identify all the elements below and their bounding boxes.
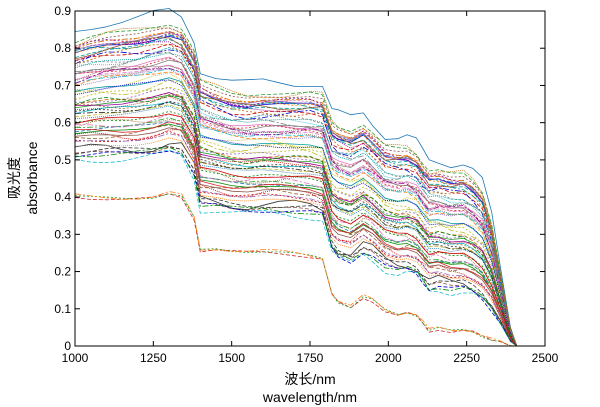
spectrum-line	[74, 127, 518, 347]
spectrum-line	[74, 35, 518, 347]
spectrum-line	[74, 96, 518, 347]
y-tick-label: 0.5	[54, 153, 71, 167]
spectrum-line	[74, 8, 518, 347]
spectrum-line	[74, 34, 518, 347]
spectrum-line	[74, 71, 518, 347]
spectrum-line	[74, 86, 518, 347]
spectrum-line	[74, 33, 518, 347]
spectrum-line	[74, 105, 518, 347]
y-axis-title-english: absorbance	[24, 141, 40, 214]
y-tick-label: 0.7	[54, 78, 71, 92]
x-axis-title-english: wavelength/nm	[262, 389, 357, 405]
spectrum-line	[74, 27, 518, 347]
spectrum-line	[74, 30, 518, 347]
spectrum-line	[74, 64, 518, 347]
y-axis: 0 0.1 0.2 0.3 0.4 0.5 0.6 0.7 0.8 0.9	[54, 4, 545, 353]
spectrum-line	[74, 146, 518, 347]
spectrum-line	[74, 92, 518, 347]
spectrum-line	[74, 79, 518, 347]
spectrum-line	[74, 31, 518, 347]
spectra-lines	[74, 8, 518, 347]
spectrum-line	[74, 64, 518, 347]
spectrum-line	[74, 65, 518, 347]
y-tick-label: 0.9	[54, 4, 71, 18]
spectrum-line	[74, 47, 518, 347]
y-tick-label: 0.2	[54, 265, 71, 279]
spectrum-line	[74, 44, 518, 347]
spectrum-line	[74, 101, 518, 347]
x-tick-label: 2250	[453, 351, 480, 365]
spectrum-line	[74, 149, 518, 347]
spectrum-line	[74, 67, 518, 347]
spectrum-line	[74, 77, 518, 347]
x-axis: 1000 1250 1500 1750 2000 2250 2500	[62, 11, 559, 365]
spectrum-line	[74, 56, 518, 347]
spectrum-line	[74, 37, 518, 347]
spectrum-line	[74, 193, 517, 347]
spectrum-line	[74, 47, 518, 347]
spectrum-line	[74, 79, 518, 347]
spectrum-line	[74, 72, 518, 347]
spectrum-line	[74, 32, 518, 347]
x-tick-label: 1000	[62, 351, 89, 365]
spectrum-line	[74, 111, 518, 347]
x-tick-label: 2000	[375, 351, 402, 365]
spectrum-line	[74, 94, 518, 347]
spectrum-line	[74, 104, 518, 347]
spectrum-line	[74, 142, 518, 347]
spectrum-line	[74, 113, 518, 347]
x-axis-title-chinese: 波长/nm	[284, 371, 335, 387]
spectrum-line	[74, 191, 517, 347]
spectrum-line	[74, 124, 518, 347]
spectrum-line	[74, 43, 518, 347]
x-tick-label: 1500	[218, 351, 245, 365]
spectrum-line	[74, 133, 518, 347]
spectrum-line	[74, 49, 518, 347]
y-tick-label: 0.3	[54, 227, 71, 241]
spectrum-line	[74, 193, 517, 347]
y-tick-label: 0.1	[54, 302, 71, 316]
y-tick-label: 0	[64, 339, 71, 353]
spectrum-line	[74, 150, 518, 347]
spectrum-line	[74, 147, 518, 347]
spectrum-line	[74, 121, 518, 347]
spectrum-line	[74, 123, 518, 347]
y-axis-title-chinese: 吸光度	[6, 157, 22, 199]
x-tick-label: 1750	[297, 351, 324, 365]
x-tick-label: 2500	[532, 351, 559, 365]
spectrum-line	[74, 131, 518, 347]
spectrum-line	[74, 94, 518, 347]
spectrum-line	[74, 87, 518, 347]
spectrum-line	[74, 117, 518, 347]
spectrum-line	[74, 145, 518, 347]
spectrum-line	[74, 51, 518, 347]
spectrum-line	[74, 121, 518, 347]
spectrum-line	[74, 57, 518, 347]
spectrum-line	[74, 24, 518, 347]
y-tick-label: 0.6	[54, 116, 71, 130]
y-tick-label: 0.4	[54, 190, 71, 204]
spectrum-line	[74, 52, 518, 347]
x-tick-label: 1250	[140, 351, 167, 365]
spectrum-line	[74, 38, 518, 347]
spectrum-line	[74, 59, 518, 347]
y-tick-label: 0.8	[54, 41, 71, 55]
spectrum-line	[74, 95, 518, 347]
